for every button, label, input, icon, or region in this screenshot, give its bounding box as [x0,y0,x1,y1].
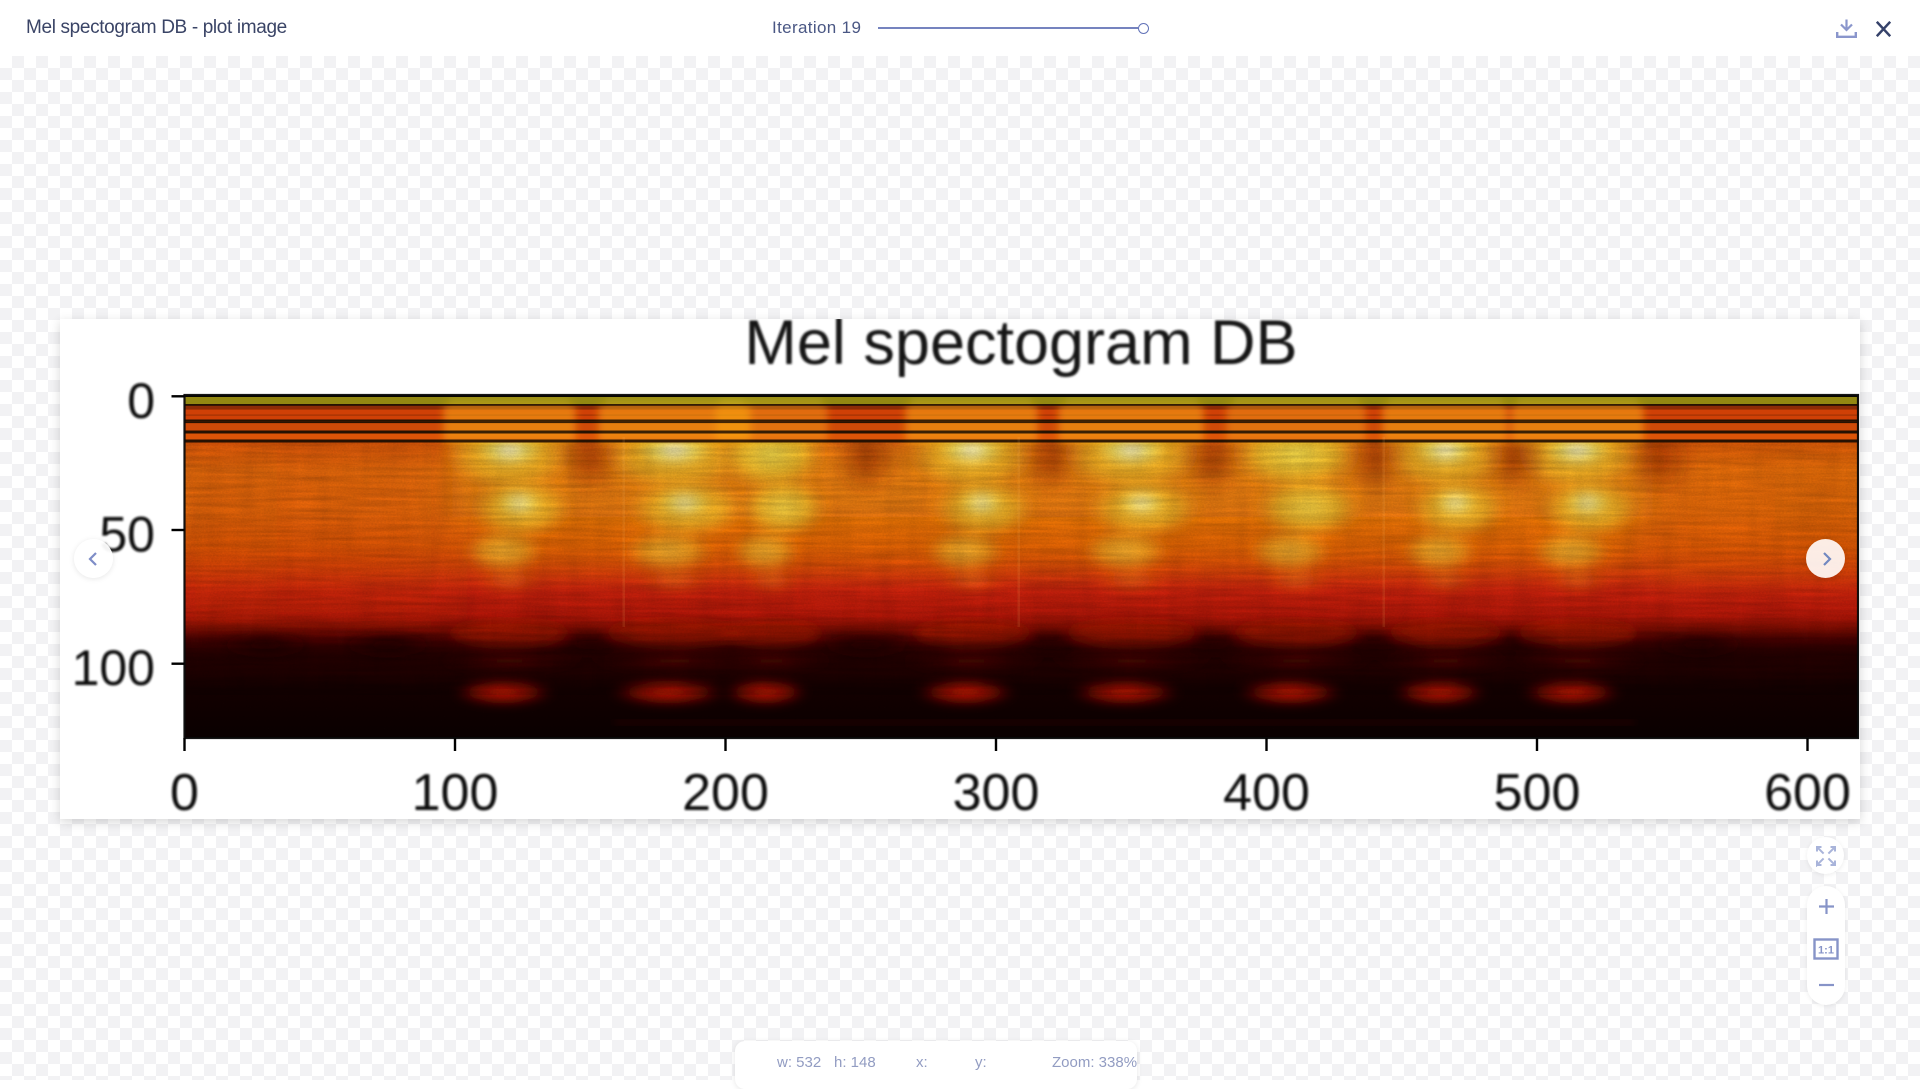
svg-text:400: 400 [1223,764,1310,819]
svg-text:1:1: 1:1 [1818,944,1834,956]
svg-text:0: 0 [127,373,155,429]
svg-text:100: 100 [72,640,155,696]
svg-text:Mel spectogram DB: Mel spectogram DB [744,319,1297,378]
svg-text:300: 300 [953,764,1040,819]
svg-text:100: 100 [412,764,499,819]
svg-text:200: 200 [682,764,769,819]
svg-text:600: 600 [1764,764,1851,819]
svg-text:500: 500 [1494,764,1581,819]
svg-text:0: 0 [170,764,199,819]
